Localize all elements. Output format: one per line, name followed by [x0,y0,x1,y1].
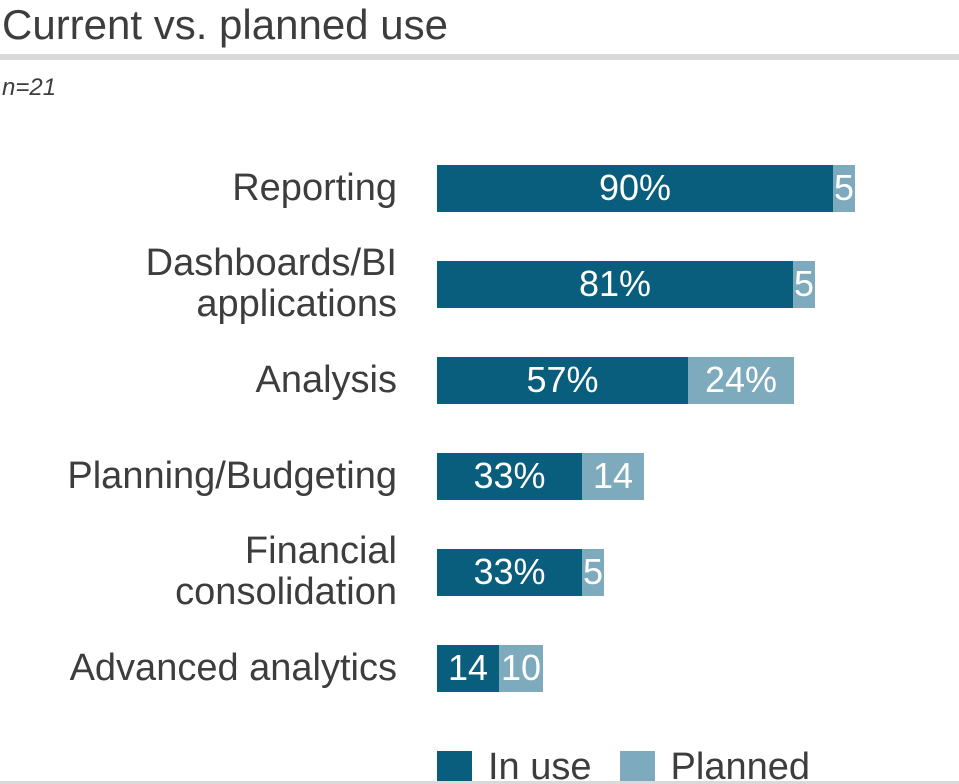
sample-size-note: n=21 [2,74,57,102]
chart-row: Reporting 90% 5 [0,140,959,236]
legend-swatch-in-use [437,750,472,784]
chart-row: Planning/Budgeting 33% 14 [0,428,959,524]
bar-group: 33% 14 [437,452,644,500]
chart-row: Dashboards/BI applications 81% 5 [0,236,959,332]
bar-value-label-in-use: 81% [578,263,652,305]
bar-segment-planned: 14 [582,452,644,500]
category-label: Reporting [232,166,397,209]
chart-row: Financial consolidation 33% 5 [0,524,959,620]
bar-group: 14 10 [437,644,543,692]
bar-value-label-planned: 10 [500,647,542,689]
category-label: Dashboards/BI applications [145,242,397,326]
bar-segment-in-use: 33% [437,452,582,500]
category-label: Analysis [255,358,398,401]
bar-segment-in-use: 90% [437,164,833,212]
bar-value-label-in-use: 33% [473,455,546,497]
legend-label-planned: Planned [670,746,810,784]
bar-value-label-in-use: 90% [598,167,672,209]
bar-value-label-planned: 5 [582,551,604,593]
bar-segment-planned: 24% [688,356,794,404]
bottom-divider [0,781,959,784]
legend-item-planned: Planned [619,746,810,784]
chart-title: Current vs. planned use [0,0,959,61]
category-label: Planning/Budgeting [67,454,397,497]
legend: In use Planned [437,746,959,784]
legend-swatch-planned [619,750,655,784]
bar-value-label-planned: 5 [793,263,815,305]
bar-value-label-planned: 24% [704,359,778,401]
bar-segment-planned: 5 [833,164,855,212]
category-label: Financial consolidation [175,530,397,614]
legend-label-in-use: In use [488,746,592,784]
bar-value-label-in-use: 14 [447,647,489,689]
bar-group: 33% 5 [437,548,604,596]
bar-segment-in-use: 33% [437,548,582,596]
bar-value-label-in-use: 33% [473,551,546,593]
bar-group: 90% 5 [437,164,855,212]
bar-segment-planned: 5 [793,260,815,308]
bar-group: 57% 24% [437,356,794,404]
bar-value-label-planned: 5 [833,167,855,209]
bar-segment-in-use: 57% [437,356,688,404]
legend-item-in-use: In use [437,746,592,784]
chart-area: Reporting 90% 5 Dashboards/BI applicatio… [0,140,959,716]
bar-group: 81% 5 [437,260,815,308]
bar-segment-in-use: 81% [437,260,793,308]
bar-value-label-planned: 14 [592,455,634,497]
bar-segment-planned: 10 [499,644,543,692]
chart-row: Analysis 57% 24% [0,332,959,428]
bar-segment-in-use: 14 [437,644,499,692]
chart-row: Advanced analytics 14 10 [0,620,959,716]
bar-segment-planned: 5 [582,548,604,596]
category-label: Advanced analytics [69,646,397,689]
bar-value-label-in-use: 57% [526,359,599,401]
